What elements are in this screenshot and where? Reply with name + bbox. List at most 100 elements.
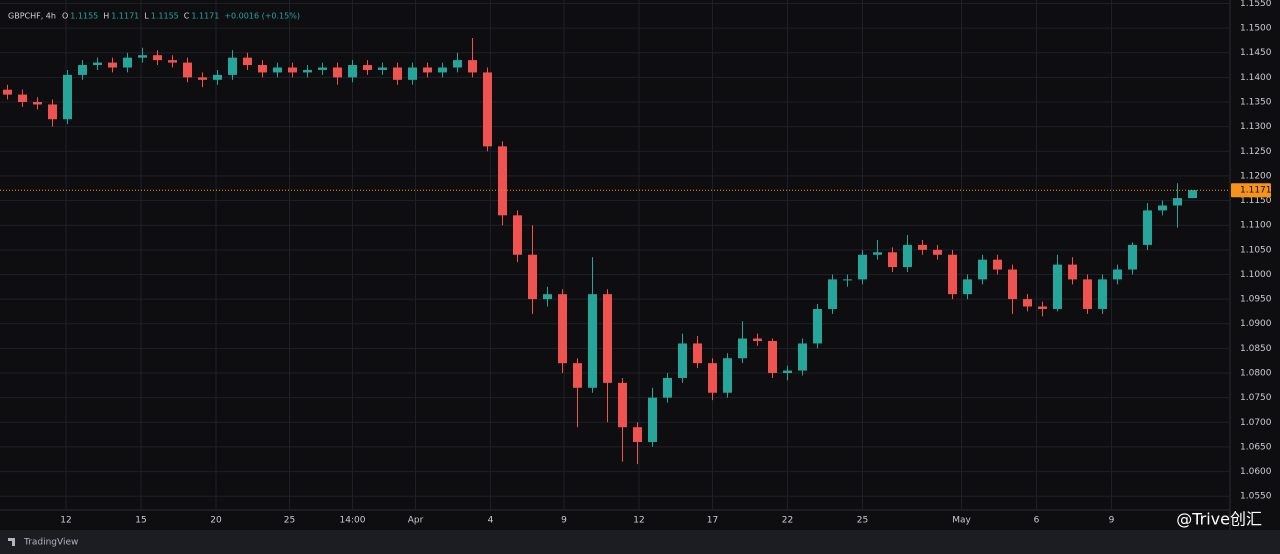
candle-body — [933, 249, 942, 255]
candle-body — [303, 69, 312, 73]
y-tick-label: 1.0750 — [1240, 393, 1272, 403]
candle-body — [708, 363, 717, 393]
candle-body — [1008, 269, 1017, 300]
candle-body — [288, 67, 297, 73]
candle-body — [918, 244, 927, 250]
candle-body — [1158, 205, 1167, 211]
candle-body — [768, 340, 777, 374]
y-tick-label: 1.0550 — [1240, 492, 1272, 502]
candle-body — [1053, 264, 1062, 309]
candle-body — [948, 254, 957, 295]
candle-body — [843, 279, 852, 281]
last-price-box — [1231, 183, 1271, 198]
y-tick-label: 1.0700 — [1240, 418, 1272, 428]
candle-body — [543, 294, 552, 300]
x-tick-label: 20 — [210, 516, 222, 526]
candle-body — [858, 254, 867, 280]
x-tick-label: 14:00 — [340, 516, 366, 526]
candle-body — [318, 67, 327, 70]
ohlc-value: 1.1155 — [151, 12, 179, 21]
candle-body — [513, 215, 522, 255]
candle-body — [888, 252, 897, 268]
candle-body — [108, 62, 117, 68]
candle-body — [573, 363, 582, 388]
candle-body — [678, 343, 687, 378]
y-tick-label: 1.0650 — [1240, 442, 1272, 452]
brand: TradingView — [23, 538, 78, 548]
candle-body — [738, 338, 747, 359]
ohlc-label: H — [103, 12, 109, 21]
candle-body — [468, 60, 477, 73]
candle-body — [18, 94, 27, 102]
x-tick-label: 22 — [782, 516, 793, 526]
x-tick-label: 17 — [707, 516, 718, 526]
candle-body — [873, 252, 882, 255]
y-tick-label: 1.1000 — [1240, 270, 1272, 280]
candle-body — [228, 57, 237, 75]
ohlc-label: O — [62, 12, 68, 21]
candle-body — [93, 62, 102, 66]
y-tick-label: 1.1550 — [1240, 0, 1272, 9]
candle-body — [123, 57, 132, 68]
candle-body — [603, 294, 612, 383]
candle-body — [498, 146, 507, 216]
candle-body — [648, 397, 657, 442]
x-tick-label: 25 — [284, 516, 295, 526]
candle-body — [993, 259, 1002, 270]
candle-body — [978, 259, 987, 280]
candle-body — [828, 279, 837, 309]
candle-body — [408, 67, 417, 80]
y-tick-label: 1.0800 — [1240, 369, 1272, 379]
y-tick-label: 1.1200 — [1240, 171, 1272, 181]
x-tick-label: 12 — [60, 516, 71, 526]
candle-body — [903, 244, 912, 268]
candle-body — [78, 65, 87, 75]
x-tick-label: 12 — [633, 516, 644, 526]
x-tick-label: 6 — [1034, 516, 1040, 526]
candle-body — [558, 294, 567, 364]
candle-body — [798, 343, 807, 371]
candle-body — [1143, 210, 1152, 245]
candle-body — [783, 370, 792, 374]
candle-body — [438, 67, 447, 73]
candle-body — [1038, 306, 1047, 309]
candle-body — [393, 67, 402, 80]
labels: 1.0550 1.0600 1.0650 1.0700 1.0750 1.0800 1.08… — [60, 0, 1272, 526]
candle-body — [618, 382, 627, 428]
candle-body — [1083, 279, 1092, 309]
candle-body — [1173, 198, 1182, 206]
candle-body — [168, 60, 177, 63]
x-tick-label: 9 — [1109, 516, 1115, 526]
y-tick-label: 1.0600 — [1240, 467, 1272, 477]
candles — [0, 37, 1230, 465]
candle-body — [1113, 269, 1122, 280]
candle-body — [663, 377, 672, 398]
ohlc-value: 1.1155 — [70, 12, 98, 21]
candle-body — [423, 67, 432, 73]
x-tick-label: 4 — [488, 516, 494, 526]
y-tick-label: 1.1300 — [1240, 122, 1272, 132]
footer-bar — [0, 530, 1280, 554]
y-tick-label: 1.0850 — [1240, 344, 1272, 354]
candle-body — [813, 308, 822, 344]
y-tick-label: 1.1400 — [1240, 73, 1272, 83]
candle-body — [633, 427, 642, 442]
candle-body — [528, 254, 537, 300]
candle-body — [3, 89, 12, 95]
candle-body — [1098, 279, 1107, 309]
x-tick-label: 15 — [135, 516, 146, 526]
candle-body — [348, 65, 357, 78]
y-tick-label: 1.1050 — [1240, 245, 1272, 255]
ohlc-label: L — [144, 12, 149, 21]
candle-body — [1068, 264, 1077, 280]
brand-logo — [8, 538, 15, 546]
ohlc-label: C — [184, 12, 190, 21]
y-tick-label: 1.1500 — [1240, 24, 1272, 34]
candle-body — [333, 67, 342, 78]
candle-body — [723, 358, 732, 393]
candle-body — [1023, 299, 1032, 307]
ohlc-value: 1.1171 — [191, 12, 219, 21]
x-tick-label: May — [952, 516, 971, 526]
